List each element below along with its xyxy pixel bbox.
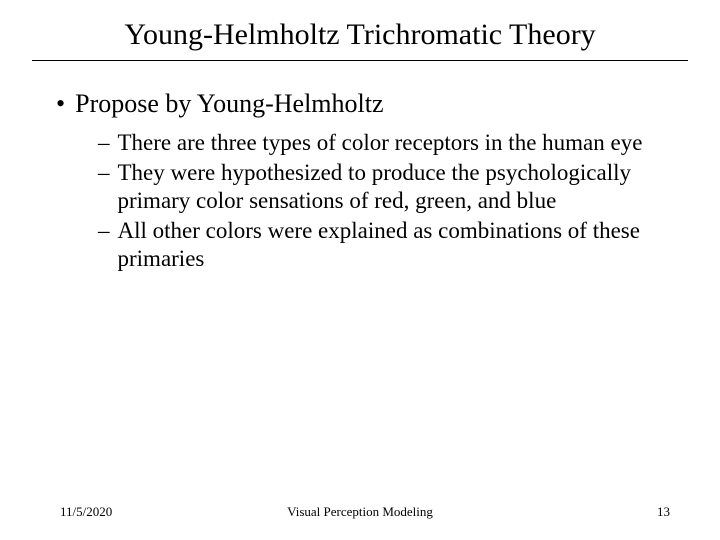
sub-item: – All other colors were explained as com… bbox=[98, 217, 660, 273]
dash-marker: – bbox=[98, 129, 110, 157]
bullet-marker: • bbox=[56, 89, 65, 119]
dash-marker: – bbox=[98, 159, 110, 187]
slide: Young-Helmholtz Trichromatic Theory • Pr… bbox=[0, 0, 720, 540]
title-divider bbox=[32, 60, 688, 61]
footer-page-number: 13 bbox=[657, 504, 670, 520]
sub-item: – They were hypothesized to produce the … bbox=[98, 159, 660, 215]
sub-item: – There are three types of color recepto… bbox=[98, 129, 660, 157]
footer-date: 11/5/2020 bbox=[60, 504, 112, 520]
bullet-item: • Propose by Young-Helmholtz bbox=[54, 89, 670, 119]
content-area: • Propose by Young-Helmholtz – There are… bbox=[50, 89, 670, 273]
sub-text: There are three types of color receptors… bbox=[118, 129, 643, 157]
sub-text: All other colors were explained as combi… bbox=[118, 217, 661, 273]
slide-title: Young-Helmholtz Trichromatic Theory bbox=[50, 18, 670, 52]
sub-list: – There are three types of color recepto… bbox=[54, 129, 670, 273]
dash-marker: – bbox=[98, 217, 110, 245]
sub-text: They were hypothesized to produce the ps… bbox=[118, 159, 661, 215]
footer-title: Visual Perception Modeling bbox=[287, 504, 433, 520]
footer: 11/5/2020 Visual Perception Modeling 13 bbox=[0, 504, 720, 520]
bullet-text: Propose by Young-Helmholtz bbox=[75, 89, 383, 119]
